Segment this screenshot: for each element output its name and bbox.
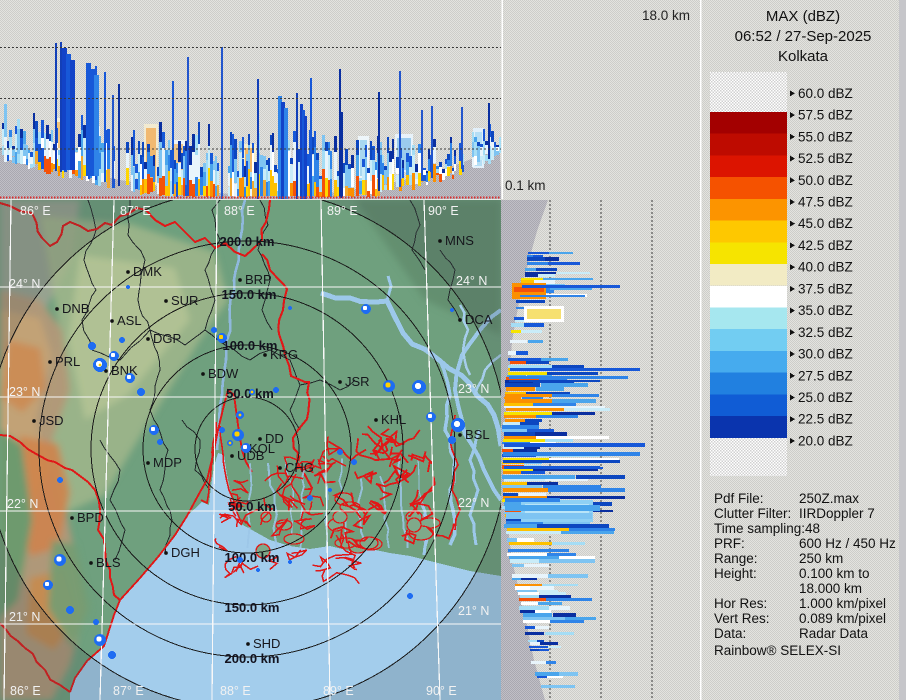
svg-text:42.5 dBZ: 42.5 dBZ xyxy=(798,238,853,253)
svg-text:100.0 km: 100.0 km xyxy=(225,550,280,565)
svg-text:89° E: 89° E xyxy=(327,204,358,218)
svg-text:89° E: 89° E xyxy=(323,684,354,698)
svg-text:52.5 dBZ: 52.5 dBZ xyxy=(798,151,853,166)
svg-text:PRL: PRL xyxy=(55,354,80,369)
svg-text:200.0 km: 200.0 km xyxy=(225,651,280,666)
svg-text:BSL: BSL xyxy=(465,427,490,442)
svg-text:100.0 km: 100.0 km xyxy=(223,338,278,353)
svg-text:250Z.max: 250Z.max xyxy=(799,491,859,506)
svg-text:88° E: 88° E xyxy=(224,204,255,218)
svg-text:90° E: 90° E xyxy=(428,204,459,218)
svg-text:MNS: MNS xyxy=(445,233,474,248)
svg-text:JSR: JSR xyxy=(345,374,370,389)
svg-text:32.5 dBZ: 32.5 dBZ xyxy=(798,325,853,340)
svg-text:MAX (dBZ): MAX (dBZ) xyxy=(766,8,840,25)
svg-text:Height:: Height: xyxy=(714,566,757,581)
svg-text:18.000 km: 18.000 km xyxy=(799,581,862,596)
svg-text:MDP: MDP xyxy=(153,455,182,470)
svg-text:Vert Res:: Vert Res: xyxy=(714,611,770,626)
svg-text:Hor Res:: Hor Res: xyxy=(714,596,767,611)
svg-text:22° N: 22° N xyxy=(458,496,489,510)
svg-text:47.5 dBZ: 47.5 dBZ xyxy=(798,195,853,210)
svg-text:60.0 dBZ: 60.0 dBZ xyxy=(798,86,853,101)
svg-text:250 km: 250 km xyxy=(799,551,843,566)
svg-text:23° N: 23° N xyxy=(9,385,40,399)
svg-text:87° E: 87° E xyxy=(113,684,144,698)
svg-text:Rainbow® SELEX-SI: Rainbow® SELEX-SI xyxy=(714,643,841,658)
svg-text:21° N: 21° N xyxy=(9,610,40,624)
svg-text:06:52 / 27-Sep-2025: 06:52 / 27-Sep-2025 xyxy=(735,28,872,45)
svg-text:50.0 dBZ: 50.0 dBZ xyxy=(798,173,853,188)
svg-text:Kolkata: Kolkata xyxy=(778,48,829,65)
svg-text:Time sampling:48: Time sampling:48 xyxy=(714,521,820,536)
svg-text:BPD: BPD xyxy=(77,510,104,525)
svg-text:BRP: BRP xyxy=(245,272,272,287)
svg-text:30.0 dBZ: 30.0 dBZ xyxy=(798,347,853,362)
svg-text:CHG: CHG xyxy=(285,460,314,475)
svg-text:0.089 km/pixel: 0.089 km/pixel xyxy=(799,611,886,626)
svg-text:DNB: DNB xyxy=(62,301,89,316)
svg-text:25.0 dBZ: 25.0 dBZ xyxy=(798,390,853,405)
svg-text:BDW: BDW xyxy=(208,366,239,381)
svg-text:90° E: 90° E xyxy=(426,684,457,698)
svg-text:KOL: KOL xyxy=(249,441,275,456)
svg-text:PRF:: PRF: xyxy=(714,536,745,551)
svg-text:Clutter Filter:: Clutter Filter: xyxy=(714,506,791,521)
svg-text:DGH: DGH xyxy=(171,545,200,560)
svg-text:87° E: 87° E xyxy=(120,204,151,218)
svg-text:18.0 km: 18.0 km xyxy=(642,8,690,23)
svg-text:0.100 km to: 0.100 km to xyxy=(799,566,870,581)
svg-text:22° N: 22° N xyxy=(7,497,38,511)
svg-text:600 Hz / 450 Hz: 600 Hz / 450 Hz xyxy=(799,536,896,551)
svg-text:24° N: 24° N xyxy=(9,277,40,291)
svg-text:ASL: ASL xyxy=(117,313,142,328)
svg-text:JSD: JSD xyxy=(39,413,64,428)
svg-text:Data:: Data: xyxy=(714,626,746,641)
svg-text:0.1 km: 0.1 km xyxy=(505,178,546,193)
svg-text:KHL: KHL xyxy=(381,412,406,427)
svg-text:88° E: 88° E xyxy=(220,684,251,698)
svg-text:86° E: 86° E xyxy=(20,204,51,218)
svg-text:27.5 dBZ: 27.5 dBZ xyxy=(798,368,853,383)
svg-text:SUR: SUR xyxy=(171,293,198,308)
svg-text:24° N: 24° N xyxy=(456,274,487,288)
svg-text:20.0 dBZ: 20.0 dBZ xyxy=(798,433,853,448)
svg-text:UDB: UDB xyxy=(237,448,264,463)
svg-text:KRG: KRG xyxy=(270,347,298,362)
svg-text:40.0 dBZ: 40.0 dBZ xyxy=(798,260,853,275)
svg-text:SHD: SHD xyxy=(253,636,280,651)
svg-text:23° N: 23° N xyxy=(458,382,489,396)
svg-text:BLS: BLS xyxy=(96,555,121,570)
svg-text:45.0 dBZ: 45.0 dBZ xyxy=(798,216,853,231)
svg-text:Pdf File:: Pdf File: xyxy=(714,491,764,506)
svg-text:DGP: DGP xyxy=(153,331,181,346)
svg-text:35.0 dBZ: 35.0 dBZ xyxy=(798,303,853,318)
svg-text:150.0 km: 150.0 km xyxy=(225,600,280,615)
svg-text:DCA: DCA xyxy=(465,312,493,327)
svg-text:22.5 dBZ: 22.5 dBZ xyxy=(798,412,853,427)
svg-text:1.000 km/pixel: 1.000 km/pixel xyxy=(799,596,886,611)
svg-text:37.5 dBZ: 37.5 dBZ xyxy=(798,281,853,296)
svg-text:Radar Data: Radar Data xyxy=(799,626,869,641)
svg-text:IIRDoppler 7: IIRDoppler 7 xyxy=(799,506,875,521)
svg-text:86° E: 86° E xyxy=(10,684,41,698)
svg-text:21° N: 21° N xyxy=(458,604,489,618)
svg-text:50.0 km: 50.0 km xyxy=(228,499,276,514)
svg-text:Range:: Range: xyxy=(714,551,758,566)
svg-text:55.0 dBZ: 55.0 dBZ xyxy=(798,129,853,144)
svg-text:DMK: DMK xyxy=(133,264,162,279)
svg-text:DD: DD xyxy=(265,431,284,446)
svg-text:150.0 km: 150.0 km xyxy=(222,287,277,302)
svg-text:57.5 dBZ: 57.5 dBZ xyxy=(798,108,853,123)
svg-text:200.0 km: 200.0 km xyxy=(220,234,275,249)
